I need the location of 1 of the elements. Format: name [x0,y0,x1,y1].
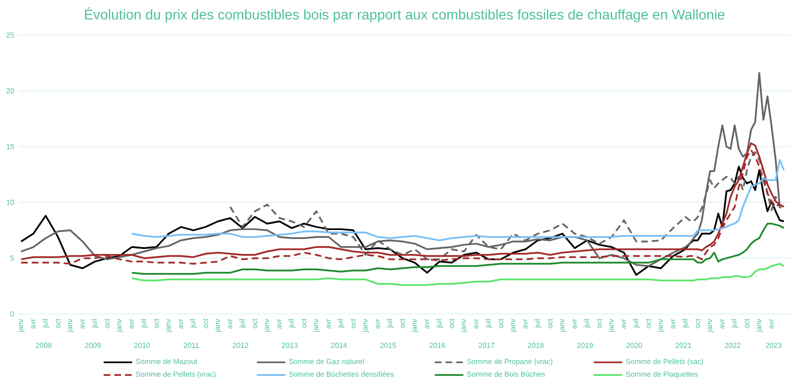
chart-title: Évolution du prix des combustibles bois par rapport aux combustibles fossiles de chauffage en Wallonie [85,7,724,22]
